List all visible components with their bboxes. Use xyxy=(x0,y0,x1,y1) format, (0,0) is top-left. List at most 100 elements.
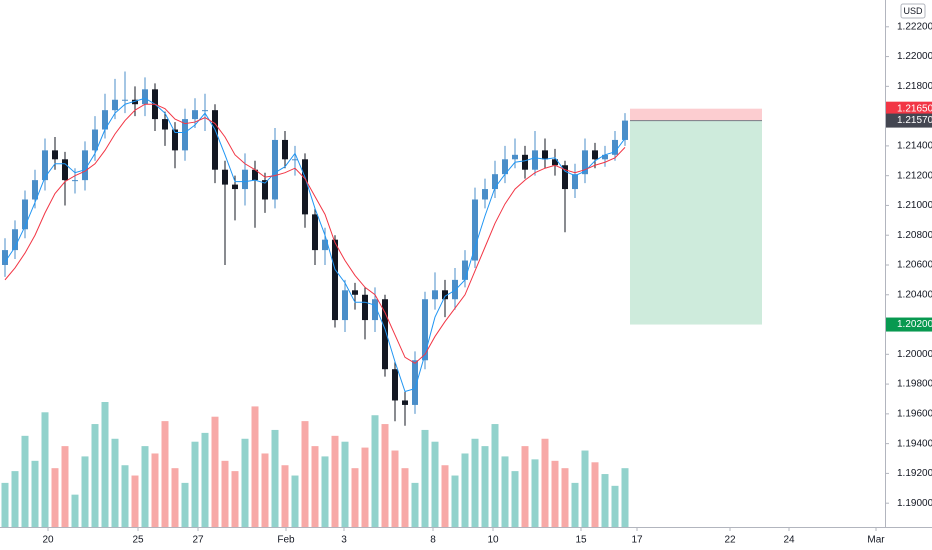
candle-body xyxy=(202,110,208,112)
volume-bar xyxy=(111,438,119,527)
volume-bar xyxy=(201,432,209,527)
candle-body xyxy=(592,150,598,160)
candle-body xyxy=(472,199,478,261)
candle-body xyxy=(112,99,118,111)
volume-bar xyxy=(131,475,139,527)
candle-body xyxy=(282,139,288,160)
x-tick-label: 25 xyxy=(132,535,144,546)
candle-body xyxy=(462,260,468,280)
price-label: 1.20200 xyxy=(897,319,932,330)
candle-body xyxy=(2,250,8,265)
y-tick-label: 1.21400 xyxy=(897,141,932,152)
volume-bar xyxy=(91,424,99,527)
volume-bar xyxy=(171,468,179,527)
y-tick-label: 1.20000 xyxy=(897,349,932,360)
candle-body xyxy=(522,154,528,170)
volume-bar xyxy=(361,447,369,527)
candle-body xyxy=(312,214,318,251)
volume-bar xyxy=(441,465,449,527)
volume-bar xyxy=(571,482,579,527)
volume-bar xyxy=(251,406,259,527)
x-tick-label: 15 xyxy=(575,535,587,546)
y-tick-label: 1.20800 xyxy=(897,230,932,241)
currency-box[interactable] xyxy=(900,3,926,19)
candle-body xyxy=(352,290,358,295)
volume-bar xyxy=(311,446,319,527)
volume-bar xyxy=(481,446,489,527)
x-tick-label: 20 xyxy=(42,535,54,546)
candle-body xyxy=(92,129,98,151)
volume-bar xyxy=(601,474,609,527)
candle-body xyxy=(262,180,268,200)
x-tick-label: 17 xyxy=(631,535,643,546)
candle-body xyxy=(422,299,428,361)
candle-body xyxy=(292,159,298,161)
candle-body xyxy=(332,239,338,321)
volume-bar xyxy=(561,468,569,527)
candle-body xyxy=(452,279,458,300)
volume-bar xyxy=(421,429,429,527)
x-tick-label: 10 xyxy=(487,535,499,546)
volume-bar xyxy=(551,460,559,527)
x-tick-label: 3 xyxy=(341,535,347,546)
candle-body xyxy=(602,154,608,160)
candle-body xyxy=(572,174,578,190)
candle-body xyxy=(402,400,408,405)
volume-bar xyxy=(411,482,419,527)
y-tick-label: 1.20600 xyxy=(897,260,932,271)
candle-body xyxy=(552,159,558,166)
price-label-box xyxy=(886,113,932,128)
volume-bar xyxy=(591,462,599,527)
volume-bar xyxy=(41,412,49,527)
candle-body xyxy=(272,139,278,200)
volume-bar xyxy=(61,446,69,527)
candle-body xyxy=(382,299,388,370)
candle-body xyxy=(362,294,368,321)
volume-bar xyxy=(331,435,339,527)
volume-bar xyxy=(381,424,389,527)
stop-zone xyxy=(630,108,762,121)
x-tick-label: Mar xyxy=(867,535,885,546)
volume-bar xyxy=(321,456,329,527)
volume-bar xyxy=(71,494,79,527)
target-zone xyxy=(630,120,762,325)
candle-body xyxy=(162,119,168,130)
volume-bar xyxy=(21,435,29,527)
volume-bar xyxy=(261,453,269,527)
currency-label: USD xyxy=(903,6,923,16)
candle-body xyxy=(242,169,248,190)
volume-bar xyxy=(621,468,629,527)
y-tick-label: 1.22200 xyxy=(897,21,932,32)
candle-body xyxy=(222,169,228,185)
candle-body xyxy=(482,189,488,200)
y-tick-label: 1.19000 xyxy=(897,498,932,509)
candle-body xyxy=(52,150,58,160)
price-label-box xyxy=(886,317,932,332)
candle-body xyxy=(252,169,258,181)
volume-bar xyxy=(101,402,109,527)
candle-body xyxy=(622,120,628,140)
volume-bar xyxy=(31,460,39,527)
candle-body xyxy=(102,110,108,130)
volume-bar xyxy=(221,460,229,527)
volume-bar xyxy=(1,482,9,527)
volume-bar xyxy=(471,438,479,527)
candle-body xyxy=(302,159,308,215)
volume-bar xyxy=(391,450,399,527)
volume-bar xyxy=(271,429,279,527)
y-tick-label: 1.19200 xyxy=(897,468,932,479)
x-tick-label: Feb xyxy=(277,535,295,546)
y-tick-label: 1.20400 xyxy=(897,289,932,300)
volume-bar xyxy=(161,421,169,527)
candle-body xyxy=(542,150,548,160)
candle-body xyxy=(342,290,348,321)
y-tick-label: 1.22000 xyxy=(897,51,932,62)
candle-body xyxy=(502,159,508,175)
x-tick-label: 8 xyxy=(430,535,436,546)
volume-bar xyxy=(461,453,469,527)
candle-body xyxy=(122,99,128,101)
candle-body xyxy=(182,119,188,151)
candle-body xyxy=(62,159,68,181)
